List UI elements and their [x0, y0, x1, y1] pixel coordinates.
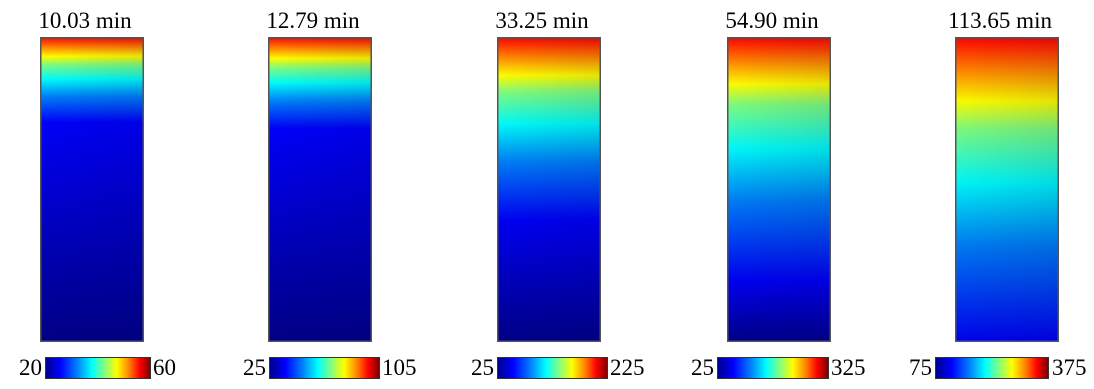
colorbar: [935, 357, 1049, 379]
colorbar: [497, 357, 608, 379]
temperature-field-shading: [268, 37, 372, 342]
field-frame: [727, 37, 831, 342]
colorbar-min-label: 75: [909, 355, 932, 380]
temperature-field-heatmap: [955, 37, 1059, 342]
temperature-field-shading: [955, 37, 1059, 342]
temperature-field-heatmap: [40, 37, 144, 342]
temperature-field-shading: [40, 37, 144, 342]
panel-title: 113.65 min: [948, 8, 1052, 33]
colorbar: [45, 357, 151, 379]
field-frame: [40, 37, 144, 342]
colorbar-max-label: 375: [1052, 355, 1087, 380]
colorbar-min-label: 25: [243, 355, 266, 380]
colorbar-min-label: 20: [19, 355, 42, 380]
temperature-field-heatmap: [268, 37, 372, 342]
colorbar-min-label: 25: [691, 355, 714, 380]
panel-1: 10.03 min 20 60: [10, 0, 176, 389]
temperature-field-shading: [497, 37, 601, 342]
panel-title: 12.79 min: [266, 8, 360, 33]
panel-title: 54.90 min: [725, 8, 819, 33]
field-frame: [955, 37, 1059, 342]
panel-3: 33.25 min 25 225: [467, 0, 645, 389]
colorbar-max-label: 60: [153, 355, 176, 380]
colorbar: [269, 357, 380, 379]
panel-2: 12.79 min 25 105: [238, 0, 417, 389]
panel-title: 10.03 min: [38, 8, 132, 33]
temperature-field-shading: [727, 37, 831, 342]
temperature-field-heatmap: [497, 37, 601, 342]
panel-4: 54.90 min 25 325: [691, 0, 866, 389]
temperature-field-heatmap: [727, 37, 831, 342]
colorbar-max-label: 325: [831, 355, 866, 380]
field-frame: [497, 37, 601, 342]
colorbar-max-label: 225: [610, 355, 645, 380]
colorbar-min-label: 25: [471, 355, 494, 380]
panel-5: 113.65 min 75 375: [909, 0, 1087, 389]
colorbar-max-label: 105: [382, 355, 417, 380]
colorbar: [717, 357, 829, 379]
panel-title: 33.25 min: [495, 8, 589, 33]
field-frame: [268, 37, 372, 342]
